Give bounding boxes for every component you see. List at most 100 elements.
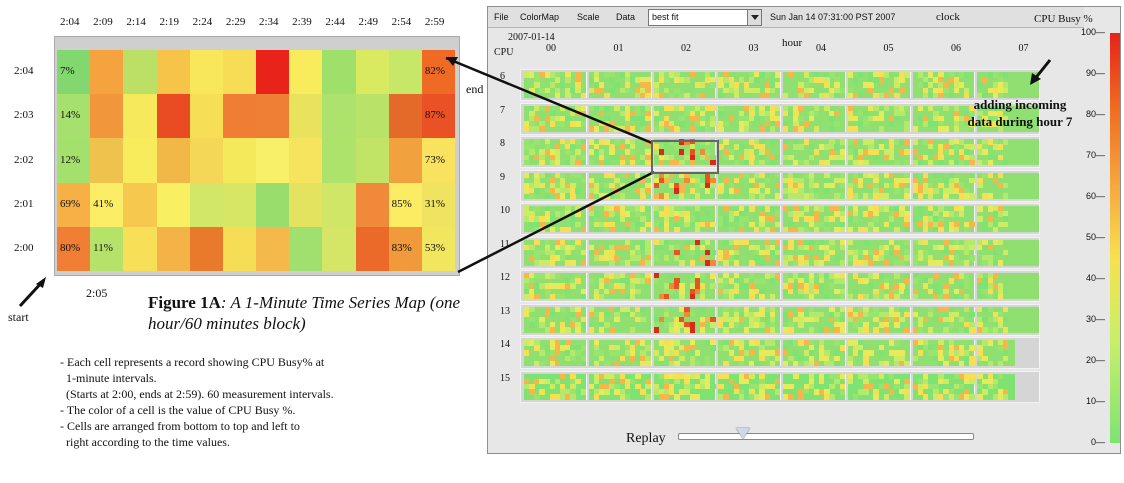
heat-cell [847, 110, 854, 117]
cpu-heatmap-row[interactable] [520, 69, 1040, 101]
heat-cell [684, 244, 690, 251]
heat-cell [733, 82, 740, 88]
cpu-heatmap-window: File ColorMap Scale Data best fit Sun Ja… [487, 6, 1121, 454]
cpu-heatmap-row[interactable] [520, 102, 1040, 135]
heat-cell [759, 139, 765, 145]
heat-cell [883, 182, 890, 189]
heat-cell [834, 255, 840, 261]
heat-cell [624, 311, 631, 318]
heat-cell [982, 115, 988, 122]
heat-cell [743, 278, 750, 284]
heat-cell [764, 82, 770, 88]
heat-cell [904, 311, 910, 318]
heat-cell [599, 283, 605, 289]
heat-cell [982, 239, 988, 245]
heat-cell [524, 121, 530, 127]
heat-cell [565, 283, 571, 289]
heat-cell [863, 355, 869, 362]
hour-block [977, 206, 1040, 233]
heat-cell [593, 188, 600, 194]
heat-cell [894, 260, 900, 266]
zoom-cell [90, 138, 124, 184]
cpu-heatmap-row[interactable] [520, 337, 1040, 369]
heat-cell [813, 221, 820, 228]
cpu-heatmap-row[interactable] [520, 270, 1040, 302]
heat-cell [599, 154, 605, 161]
heat-cell [783, 350, 789, 356]
heat-cell [824, 188, 830, 194]
heat-cell [943, 87, 949, 94]
heat-cell [575, 87, 581, 94]
heat-cell [718, 288, 724, 295]
heat-cell [992, 144, 999, 150]
data-select[interactable]: best fit [648, 9, 762, 26]
heat-cell [992, 115, 999, 122]
cpu-heatmap-row[interactable] [520, 136, 1040, 168]
cpu-heatmap-row[interactable] [520, 203, 1040, 235]
menu-colormap[interactable]: ColorMap [520, 12, 560, 22]
heat-cell [710, 322, 716, 328]
heat-cell [764, 110, 770, 117]
heat-cell [878, 115, 885, 122]
hour-block [524, 239, 587, 266]
cpu-heatmap-row[interactable] [520, 236, 1040, 269]
heat-cell [679, 255, 685, 261]
zoom-row-time: 2:01 [14, 197, 34, 210]
heat-cell [658, 193, 665, 199]
heat-cell [624, 244, 631, 251]
heat-cell [733, 255, 740, 261]
cpu-heatmap-plot[interactable]: 6 7 8 9 10 11 12 13 14 15 [500, 69, 1040, 436]
heat-cell [733, 278, 740, 284]
heat-cell [917, 206, 924, 212]
heat-cell [977, 244, 983, 251]
heat-cell [580, 355, 587, 362]
heat-cell [808, 360, 815, 367]
heat-cell [549, 110, 556, 117]
chevron-down-icon[interactable] [747, 10, 761, 25]
heat-cell [749, 77, 755, 83]
heat-cell [813, 182, 820, 189]
menu-file[interactable]: File [494, 12, 509, 22]
heat-cell [803, 92, 810, 99]
heat-cell [788, 239, 794, 245]
zoom-top-time: 2:44 [325, 16, 345, 28]
heat-cell [943, 327, 949, 333]
menu-scale[interactable]: Scale [577, 12, 600, 22]
heat-cell [759, 144, 765, 150]
menu-data[interactable]: Data [616, 12, 636, 22]
heat-cell [878, 322, 885, 328]
heat-cell [764, 126, 770, 132]
heat-cell [544, 139, 551, 145]
heat-cell [863, 350, 869, 356]
heat-cell [852, 350, 859, 356]
heat-cell [873, 273, 879, 279]
heat-cell [679, 77, 685, 83]
heat-cell [958, 211, 965, 217]
heat-cell [917, 105, 924, 111]
heat-cell [803, 283, 810, 289]
heat-cell [679, 182, 685, 189]
heat-cell [723, 273, 729, 279]
heat-cell [738, 154, 745, 161]
heat-cell [927, 306, 934, 312]
heat-cell [534, 226, 540, 233]
heat-cell [554, 350, 561, 356]
cpu-heatmap-row[interactable] [520, 303, 1040, 336]
heat-cell [663, 193, 670, 199]
heat-cell [764, 249, 770, 256]
cpu-row-label: 12 [500, 272, 510, 283]
heat-cell [565, 139, 571, 145]
heat-cell [723, 206, 729, 212]
cpu-heatmap-row[interactable] [520, 169, 1040, 202]
heat-cell [883, 221, 890, 228]
heat-cell [798, 177, 804, 184]
heat-cell [580, 159, 587, 166]
heat-cell [774, 115, 781, 122]
heat-cell [788, 226, 794, 233]
heat-cell [943, 239, 949, 245]
heat-cell [894, 283, 900, 289]
heat-cell [938, 350, 944, 356]
heat-cell [977, 216, 983, 222]
heat-cell [668, 273, 675, 279]
heat-cell [614, 216, 620, 222]
